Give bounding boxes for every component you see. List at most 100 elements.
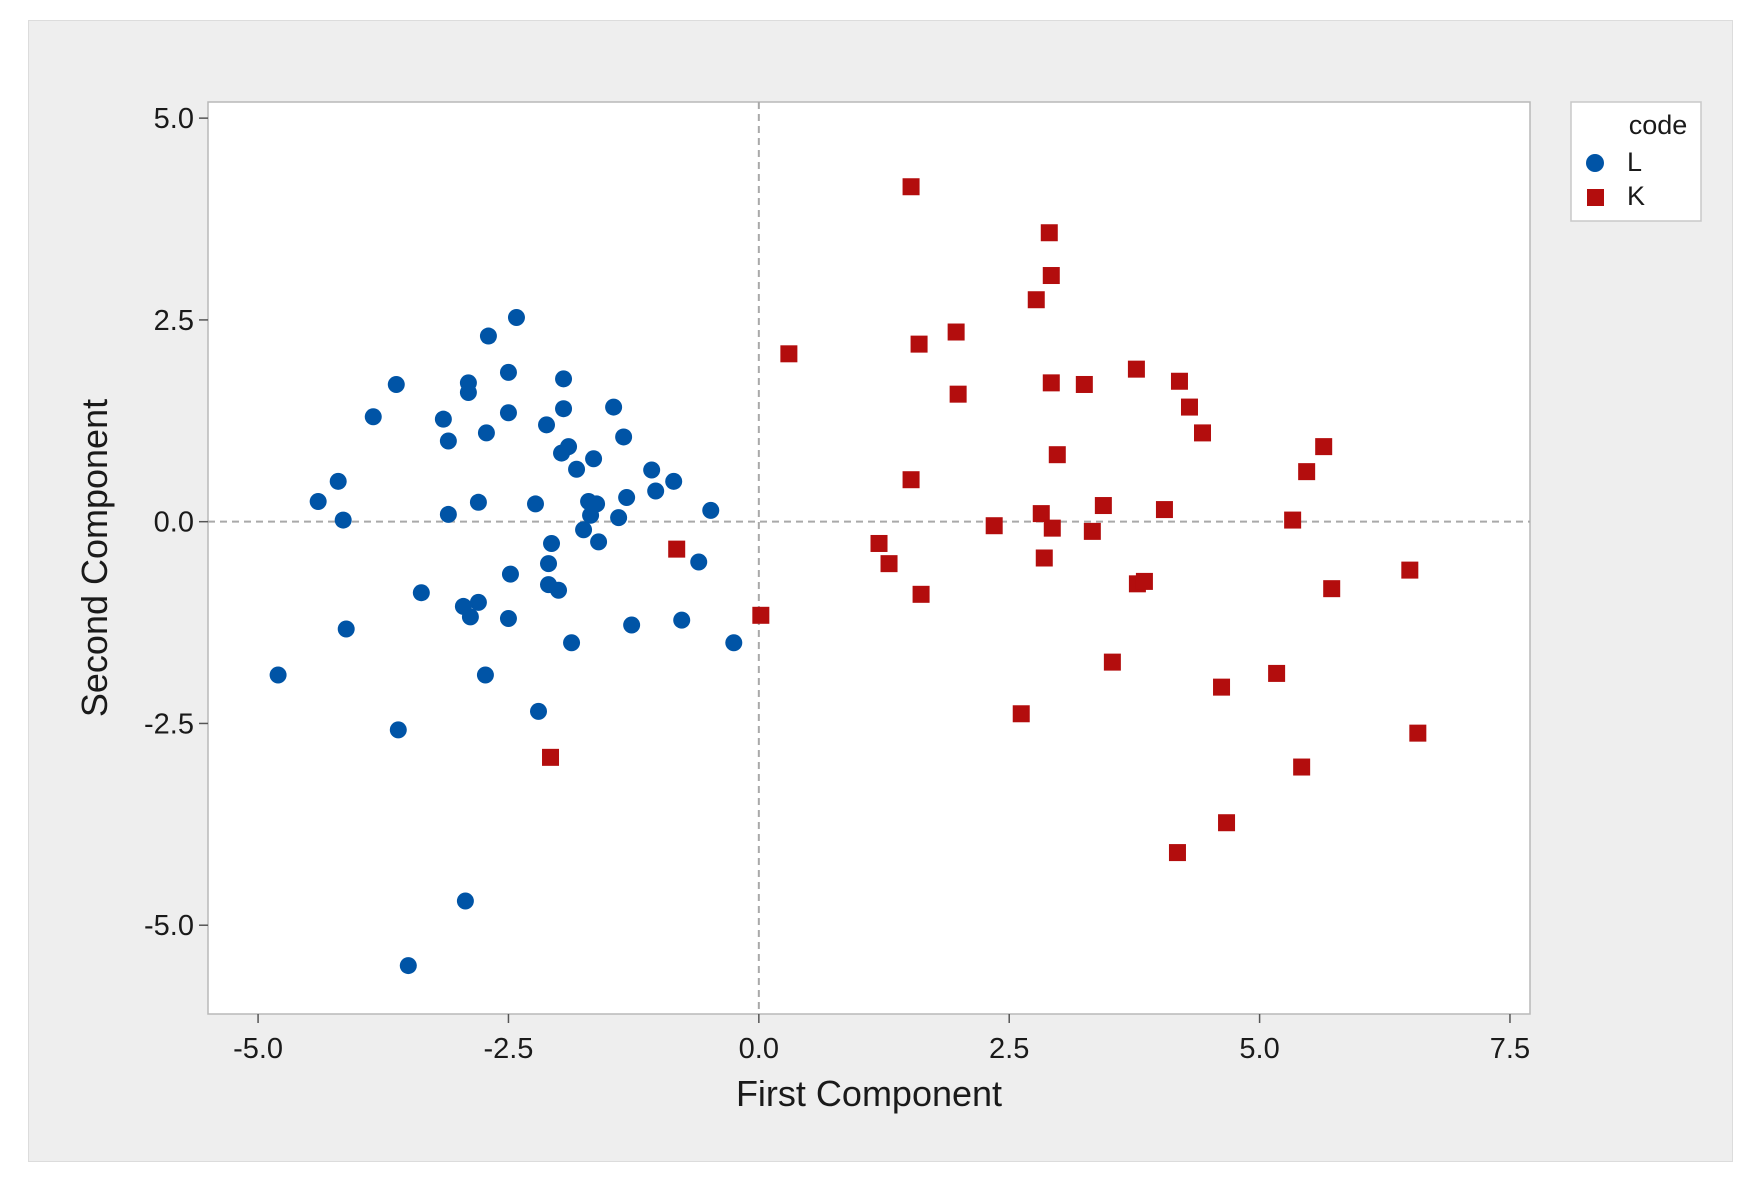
point-K [949, 385, 967, 403]
point-K [1075, 375, 1093, 393]
point-K [1218, 814, 1236, 832]
point-K [1168, 844, 1186, 862]
point-L [456, 892, 474, 910]
point-K [1127, 360, 1145, 378]
axes: -5.0 -2.5 0.0 2.5 5.0 7.5 -5.0 -2.5 0.0 2.5 5.0 [144, 103, 1530, 1065]
point-L [673, 611, 691, 629]
point-L [615, 428, 633, 446]
x-tick-label: 7.5 [1490, 1033, 1530, 1065]
point-L [499, 404, 517, 422]
point-L [555, 400, 573, 418]
point-K [1103, 653, 1121, 671]
point-K [1409, 724, 1427, 742]
point-K [1323, 580, 1341, 598]
point-K [1401, 561, 1419, 579]
point-L [643, 461, 661, 479]
point-L [550, 581, 568, 599]
x-tick-label: -5.0 [233, 1033, 283, 1065]
point-K [1155, 501, 1173, 519]
point-L [543, 534, 561, 552]
point-L [399, 957, 417, 975]
point-K [985, 517, 1003, 535]
point-L [702, 501, 720, 519]
y-tick-label: 0.0 [154, 507, 194, 539]
point-K [947, 323, 965, 341]
point-K [880, 555, 898, 573]
point-L [623, 616, 641, 634]
x-axis-title: First Component [736, 1073, 1002, 1114]
point-L [439, 505, 457, 523]
point-L [555, 370, 573, 388]
y-tick-label: 5.0 [154, 103, 194, 135]
point-L [568, 460, 586, 478]
point-L [461, 608, 479, 626]
point-K [1040, 224, 1058, 242]
y-tick-label: 2.5 [154, 305, 194, 337]
legend-title: code [1629, 110, 1688, 140]
point-K [1027, 291, 1045, 309]
point-L [439, 432, 457, 450]
x-tick-label: 0.0 [739, 1033, 779, 1065]
point-K [1032, 505, 1050, 523]
point-L [590, 533, 608, 551]
point-K [1135, 572, 1153, 590]
y-axis-title: Second Component [74, 399, 115, 717]
point-L [269, 666, 287, 684]
point-L [588, 495, 606, 513]
point-K [870, 534, 888, 552]
point-L [575, 521, 593, 539]
point-K [1213, 678, 1231, 696]
point-L [610, 509, 628, 527]
point-K [1298, 463, 1316, 481]
point-L [647, 482, 665, 500]
point-L [309, 493, 327, 511]
point-K [542, 748, 560, 766]
point-K [780, 345, 798, 363]
point-K [1293, 758, 1311, 776]
point-L [725, 634, 743, 652]
point-K [1048, 446, 1066, 464]
point-L [501, 565, 519, 583]
point-L [459, 384, 477, 402]
point-K [902, 471, 920, 489]
point-K [1094, 497, 1112, 515]
point-L [605, 398, 623, 416]
point-K [1042, 374, 1060, 392]
point-L [540, 555, 558, 573]
point-K [912, 585, 930, 603]
point-L [334, 511, 352, 529]
point-L [560, 438, 578, 456]
point-L [665, 472, 683, 490]
reference-lines [208, 102, 1530, 1014]
x-tick-label: -2.5 [483, 1033, 533, 1065]
x-tick-label: 2.5 [989, 1033, 1029, 1065]
point-L [618, 488, 636, 506]
point-L [412, 584, 430, 602]
point-K [902, 178, 920, 196]
point-K [1035, 549, 1053, 567]
point-K [1315, 438, 1333, 456]
point-L [434, 410, 452, 428]
point-K [910, 335, 928, 353]
legend-label-K: K [1627, 181, 1645, 211]
point-K [1284, 511, 1302, 529]
point-L [538, 416, 556, 434]
point-K [1170, 372, 1188, 390]
point-L [479, 327, 497, 345]
point-L [337, 620, 355, 638]
x-tick-label: 5.0 [1239, 1033, 1279, 1065]
legend-marker-K [1587, 189, 1604, 206]
point-L [585, 450, 603, 468]
point-L [389, 721, 407, 739]
point-K [752, 606, 770, 624]
point-L [530, 702, 547, 720]
point-K [1268, 664, 1286, 682]
plot-area [207, 101, 1531, 1015]
legend: code L K [1570, 101, 1702, 222]
point-K [1083, 522, 1101, 540]
point-K [1012, 705, 1030, 723]
point-L [329, 472, 347, 490]
point-L [690, 553, 708, 571]
point-K [1194, 424, 1212, 442]
